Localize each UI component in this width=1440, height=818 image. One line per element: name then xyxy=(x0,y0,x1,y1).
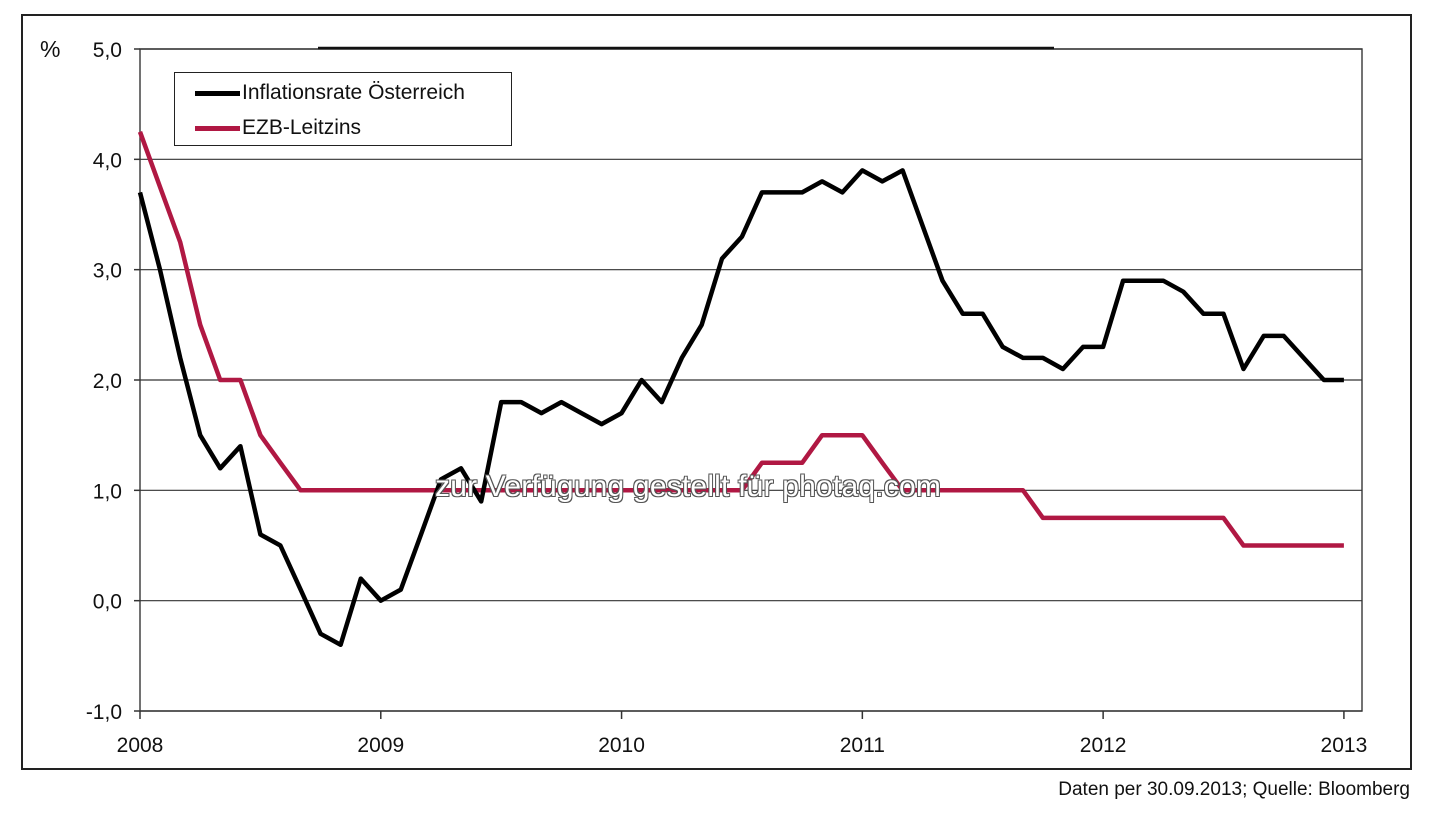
x-tick-label: 2009 xyxy=(357,734,404,757)
legend-swatch-inflation xyxy=(195,90,240,96)
legend-swatch-ezb xyxy=(195,125,240,131)
series-line-inflation xyxy=(137,168,1344,648)
chart-frame xyxy=(21,14,1412,770)
y-tick-label: 4,0 xyxy=(93,149,122,172)
y-axis-label: % xyxy=(40,36,60,62)
x-tick-label: 2011 xyxy=(840,734,885,757)
y-tick-label: 3,0 xyxy=(93,260,122,283)
x-tick-label: 2008 xyxy=(117,734,164,757)
x-tick-label: 2013 xyxy=(1321,734,1368,757)
legend-label-ezb: EZB-Leitzins xyxy=(242,116,362,139)
x-tick-label: 2012 xyxy=(1080,734,1127,757)
legend-entry-ezb: EZB-Leitzins xyxy=(195,116,361,140)
y-tick-label: -1,0 xyxy=(86,701,122,724)
y-tick-label: 2,0 xyxy=(93,370,122,393)
source-note: Daten per 30.09.2013; Quelle: Bloomberg xyxy=(1058,779,1410,800)
legend: Inflationsrate Österreich EZB-Leitzins xyxy=(174,72,512,146)
x-tick-label: 2010 xyxy=(598,734,645,757)
legend-entry-inflation: Inflationsrate Österreich xyxy=(195,81,465,105)
y-tick-label: 1,0 xyxy=(93,480,122,503)
series-line-ezb xyxy=(137,131,1344,548)
y-tick-label: 0,0 xyxy=(93,591,122,614)
y-tick-label: 5,0 xyxy=(93,39,122,62)
legend-label-inflation: Inflationsrate Österreich xyxy=(242,81,465,104)
